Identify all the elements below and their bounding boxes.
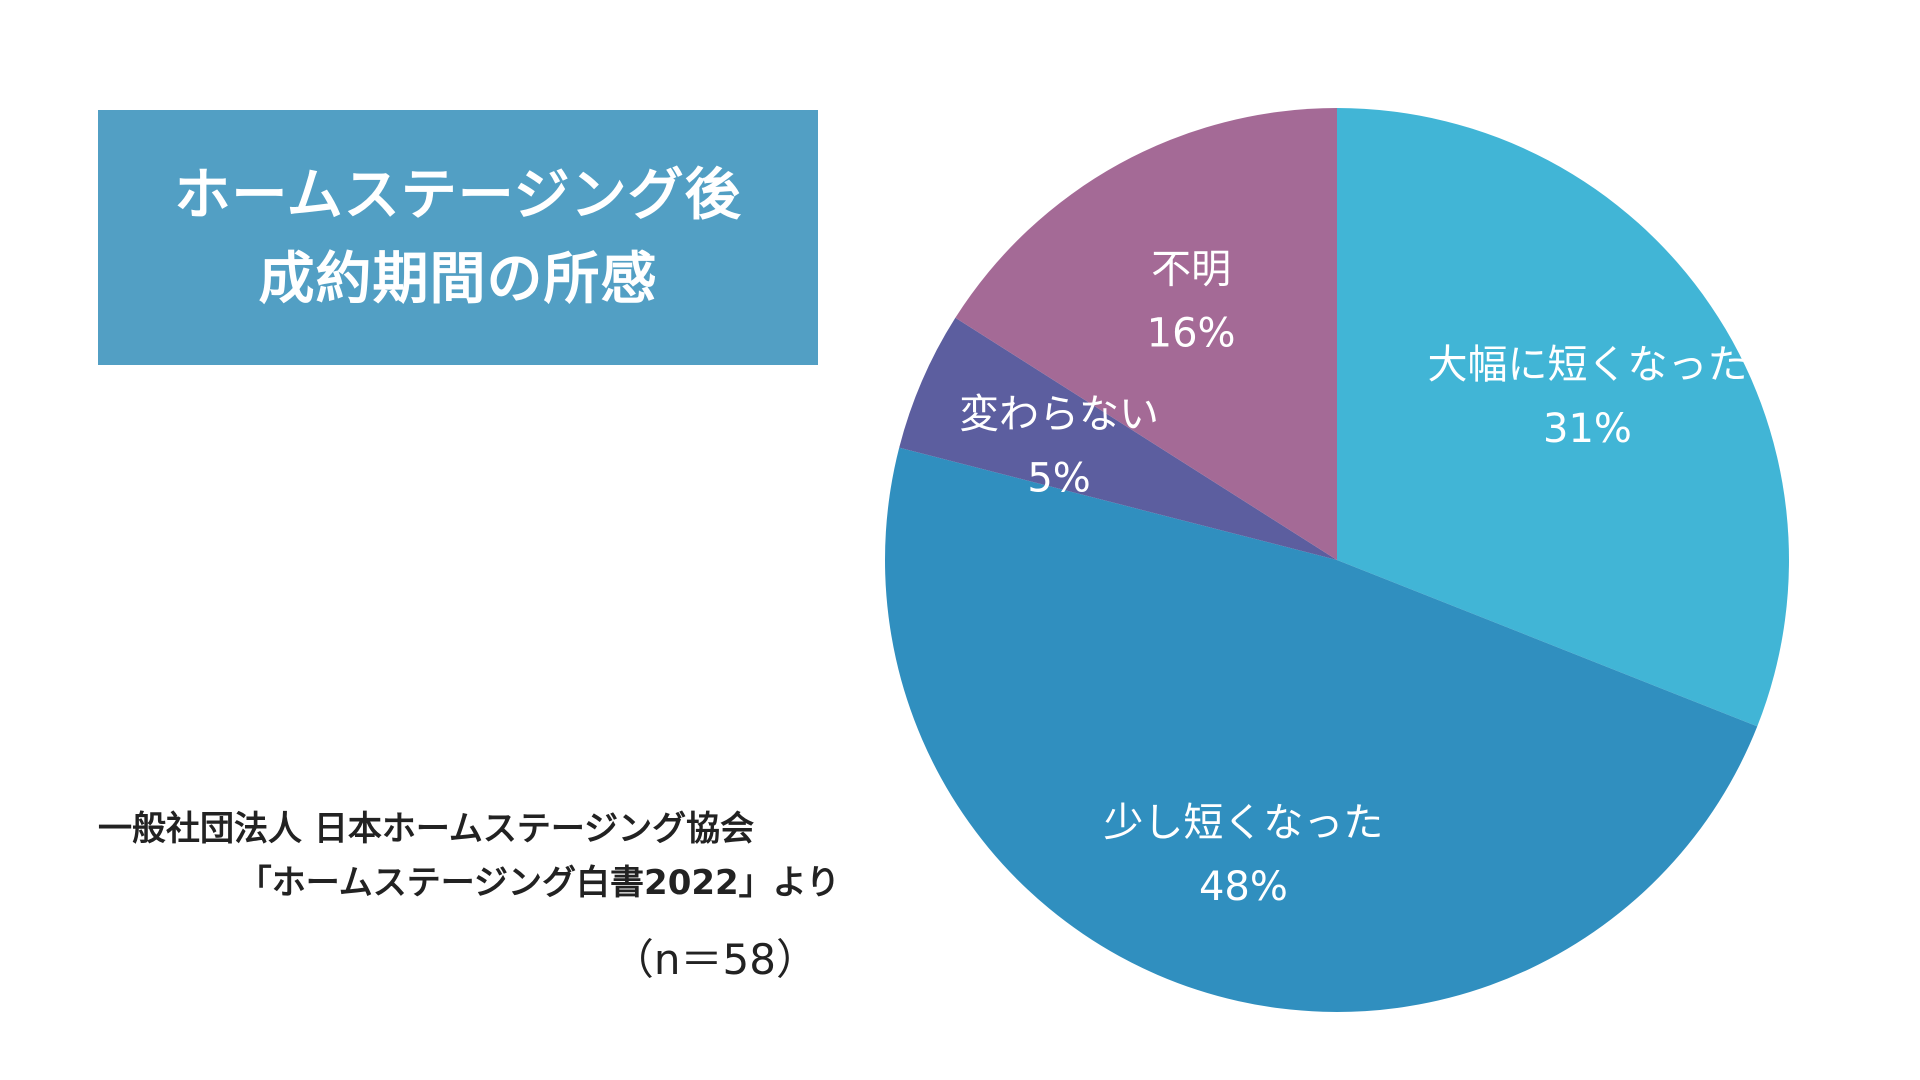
pie-slices [885, 108, 1789, 1012]
slice-category-label: 大幅に短くなった [1427, 342, 1747, 388]
chart-title-line-1: ホームステージング後 [174, 162, 742, 228]
sample-size-note: （n＝58） [611, 935, 818, 984]
chart-title-line-2: 成約期間の所感 [258, 246, 658, 312]
slice-percent-label: 5% [1027, 456, 1090, 502]
source-publication: 「ホームステージング白書2022」より [237, 863, 840, 903]
slice-category-label: 変わらない [959, 392, 1159, 438]
source-credit: 一般社団法人 日本ホームステージング協会 「ホームステージング白書2022」より [98, 802, 840, 910]
pie-slice-unchanged [899, 317, 1337, 560]
slice-percent-label: 31% [1543, 406, 1632, 452]
slice-category-label: 少し短くなった [1103, 800, 1383, 846]
source-organization: 一般社団法人 日本ホームステージング協会 [98, 809, 755, 849]
pie-slice-small [885, 447, 1758, 1012]
pie-labels: 大幅に短くなった 31% 少し短くなった 48% 変わらない 5% 不明 16% [959, 247, 1747, 910]
pie-slice-large [1337, 108, 1789, 727]
chart-title-box: ホームステージング後 成約期間の所感 [98, 110, 818, 365]
slice-category-label: 不明 [1151, 247, 1231, 293]
pie-slice-unknown [955, 108, 1337, 560]
slice-percent-label: 48% [1199, 864, 1288, 910]
slice-percent-label: 16% [1147, 311, 1236, 357]
